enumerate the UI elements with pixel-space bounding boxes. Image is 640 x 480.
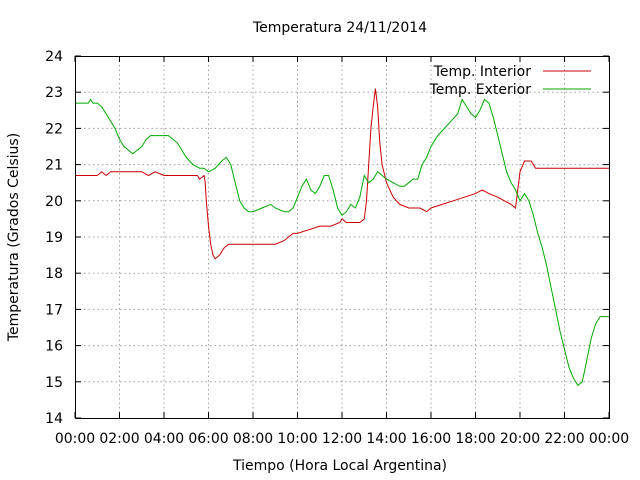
x-tick-label: 00:00 [55,431,95,447]
x-tick-label: 04:00 [144,431,184,447]
y-tick-label: 18 [45,266,63,282]
series-line-0 [75,88,609,260]
x-tick-label: 22:00 [544,431,584,447]
x-tick-label: 02:00 [99,431,139,447]
y-tick-label: 23 [45,85,63,101]
y-tick-label: 15 [45,375,63,391]
x-tick-label: 18:00 [455,431,495,447]
data-series [75,88,609,387]
x-tick-label: 08:00 [233,431,273,447]
chart-title: Temperatura 24/11/2014 [252,20,427,36]
y-tick-label: 14 [45,411,63,427]
plot-frame [75,56,610,419]
y-tick-label: 17 [45,302,63,318]
grid [75,56,609,418]
x-tick-label: 14:00 [366,431,406,447]
x-tick-label: 12:00 [322,431,362,447]
y-axis-label: Temperatura (Grados Celsius) [6,133,22,342]
x-tick-label: 00:00 [589,431,629,447]
y-tick-label: 19 [45,230,63,246]
y-tick-label: 20 [45,194,63,210]
y-tick-label: 24 [45,49,63,65]
x-axis-label: Tiempo (Hora Local Argentina) [232,458,447,474]
y-tick-label: 21 [45,158,63,174]
x-tick-label: 06:00 [188,431,228,447]
series-line-1 [75,98,609,387]
y-axis-ticks: 14 15 16 17 18 19 20 21 22 23 24 [45,49,609,427]
legend-label: Temp. Exterior [429,82,532,98]
x-axis-ticks: 00:00 02:00 04:00 06:00 08:00 10:00 12:00 14:00… [55,56,629,447]
legend: Temp. Interior Temp. Exterior [429,64,591,98]
x-tick-label: 10:00 [277,431,317,447]
legend-label: Temp. Interior [433,64,532,80]
y-tick-label: 22 [45,121,63,137]
x-tick-label: 20:00 [500,431,540,447]
y-tick-label: 16 [45,339,63,355]
x-tick-label: 16:00 [411,431,451,447]
